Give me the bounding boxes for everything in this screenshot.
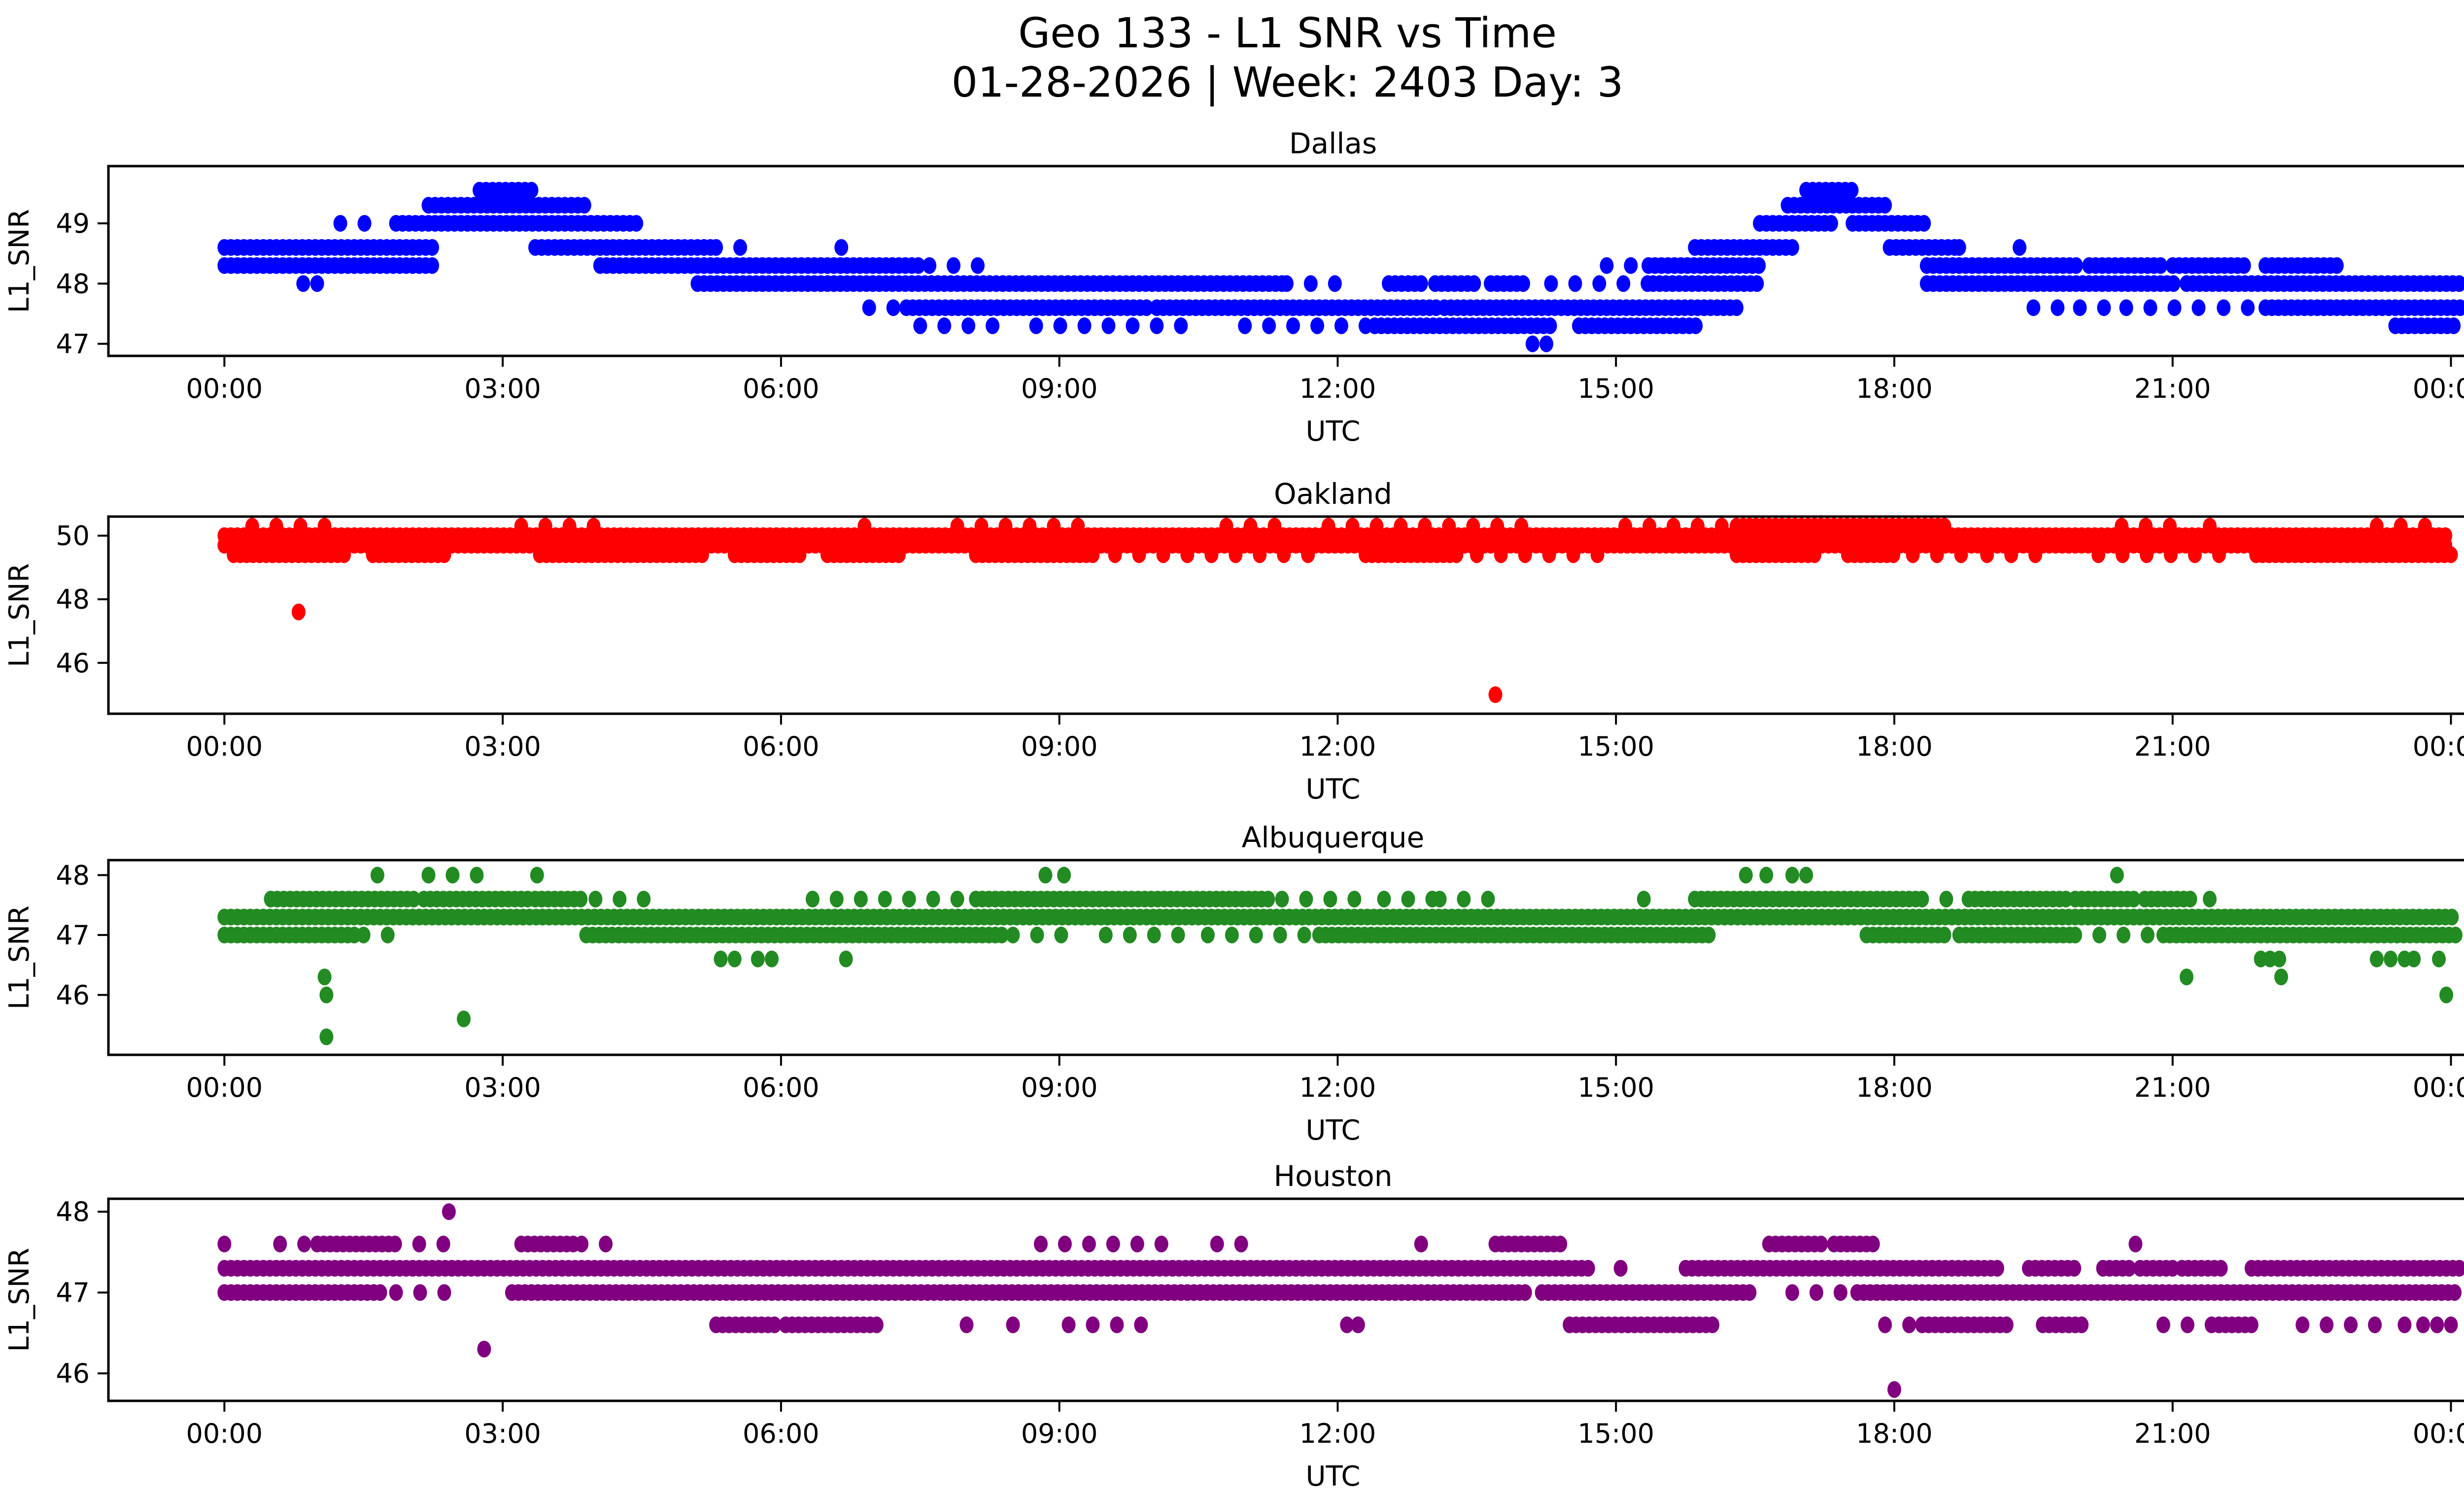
y-tick-label: 46 [56, 979, 90, 1010]
y-tick-label: 50 [56, 521, 90, 552]
x-axis-label: UTC [1305, 1114, 1360, 1147]
x-tick-label: 09:00 [1021, 1418, 1098, 1449]
y-axis-label: L1_SNR [3, 209, 35, 313]
x-tick-label: 09:00 [1021, 731, 1098, 762]
x-tick-label: 18:00 [1856, 373, 1933, 404]
x-tick-label: 00:00 [2413, 1418, 2464, 1449]
y-tick-label: 47 [56, 329, 90, 360]
y-tick-label: 46 [56, 1358, 90, 1389]
subplot-houston: 00:00 03:00 06:00 09:00 12:00 15:00 18:00 21:00… [3, 1196, 2464, 1493]
x-tick-label: 06:00 [743, 1418, 820, 1449]
y-axis-label: L1_SNR [3, 905, 35, 1009]
subplot-title-albuquerque: Albuquerque [1241, 821, 1425, 854]
x-tick-label: 21:00 [2134, 1072, 2211, 1103]
x-tick-label: 00:00 [2413, 1072, 2464, 1103]
subplot-title-houston: Houston [1273, 1159, 1393, 1193]
figure-subtitle: 01-28-2026 | Week: 2403 Day: 3 [951, 58, 1624, 106]
x-tick-label: 06:00 [743, 1072, 820, 1103]
x-tick-label: 06:00 [743, 373, 820, 404]
x-axis-label: UTC [1305, 1460, 1360, 1493]
x-tick-label: 00:00 [186, 1418, 263, 1449]
x-axis-label: UTC [1305, 773, 1360, 805]
x-tick-label: 15:00 [1577, 1072, 1654, 1103]
x-axis: 00:00 03:00 06:00 09:00 12:00 15:00 18:00 21:00… [186, 1055, 2464, 1147]
x-tick-label: 15:00 [1577, 373, 1654, 404]
x-tick-label: 00:00 [186, 1072, 263, 1103]
x-tick-label: 09:00 [1021, 373, 1098, 404]
x-tick-label: 21:00 [2134, 373, 2211, 404]
x-tick-label: 09:00 [1021, 1072, 1098, 1103]
x-tick-label: 15:00 [1577, 1418, 1654, 1449]
x-axis: 00:00 03:00 06:00 09:00 12:00 15:00 18:00 21:00… [186, 1401, 2464, 1493]
x-tick-label: 18:00 [1856, 731, 1933, 762]
x-tick-label: 21:00 [2134, 1418, 2211, 1449]
x-tick-label: 15:00 [1577, 731, 1654, 762]
y-tick-label: 48 [56, 268, 90, 299]
y-axis: 46 48 50 L1_SNR [3, 521, 108, 679]
y-axis-label: L1_SNR [3, 563, 35, 667]
y-axis: 47 48 49 L1_SNR [3, 208, 108, 360]
x-tick-label: 18:00 [1856, 1418, 1933, 1449]
y-tick-label: 48 [56, 584, 90, 615]
plot-border [107, 515, 2464, 715]
y-tick-label: 46 [56, 648, 90, 679]
plot-border [107, 859, 2464, 1056]
x-axis: 00:00 03:00 06:00 09:00 12:00 15:00 18:00 21:00… [186, 714, 2464, 805]
x-tick-label: 12:00 [1300, 731, 1376, 762]
plot-border [107, 1197, 2464, 1402]
x-tick-label: 18:00 [1856, 1072, 1933, 1103]
x-tick-label: 03:00 [464, 1072, 541, 1103]
x-tick-label: 21:00 [2134, 731, 2211, 762]
y-axis-label: L1_SNR [3, 1248, 35, 1352]
y-tick-label: 49 [56, 208, 90, 239]
scatter-points [217, 1203, 2464, 1398]
x-tick-label: 00:00 [186, 731, 263, 762]
x-tick-label: 03:00 [464, 1418, 541, 1449]
y-axis: 46 47 48 L1_SNR [3, 860, 108, 1010]
y-axis: 46 47 48 L1_SNR [3, 1196, 108, 1389]
figure-title: Geo 133 - L1 SNR vs Time [1018, 9, 1557, 57]
subplot-oakland: 00:00 03:00 06:00 09:00 12:00 15:00 18:00 21:00… [3, 515, 2464, 805]
scatter-points [217, 867, 2463, 1045]
x-tick-label: 06:00 [743, 731, 820, 762]
y-tick-label: 48 [56, 860, 90, 891]
x-axis: 00:00 03:00 06:00 09:00 12:00 15:00 18:00 21:00… [186, 356, 2464, 448]
x-tick-label: 12:00 [1300, 1418, 1376, 1449]
x-tick-label: 00:00 [2413, 373, 2464, 404]
plot-border [107, 165, 2464, 357]
scatter-points [217, 518, 2458, 703]
x-tick-label: 03:00 [464, 731, 541, 762]
x-tick-label: 03:00 [464, 373, 541, 404]
x-tick-label: 00:00 [186, 373, 263, 404]
x-axis-label: UTC [1305, 416, 1360, 448]
y-tick-label: 48 [56, 1196, 90, 1227]
subplot-title-oakland: Oakland [1273, 477, 1392, 511]
subplot-dallas: 00:00 03:00 06:00 09:00 12:00 15:00 18:00 21:00… [3, 165, 2464, 448]
x-tick-label: 12:00 [1300, 1072, 1376, 1103]
y-tick-label: 47 [56, 1277, 90, 1308]
scatter-points [217, 181, 2464, 352]
x-tick-label: 12:00 [1300, 373, 1376, 404]
x-tick-label: 00:00 [2413, 731, 2464, 762]
subplot-title-dallas: Dallas [1289, 127, 1377, 160]
subplot-albuquerque: 00:00 03:00 06:00 09:00 12:00 15:00 18:00 21:00… [3, 859, 2464, 1147]
y-tick-label: 47 [56, 920, 90, 951]
